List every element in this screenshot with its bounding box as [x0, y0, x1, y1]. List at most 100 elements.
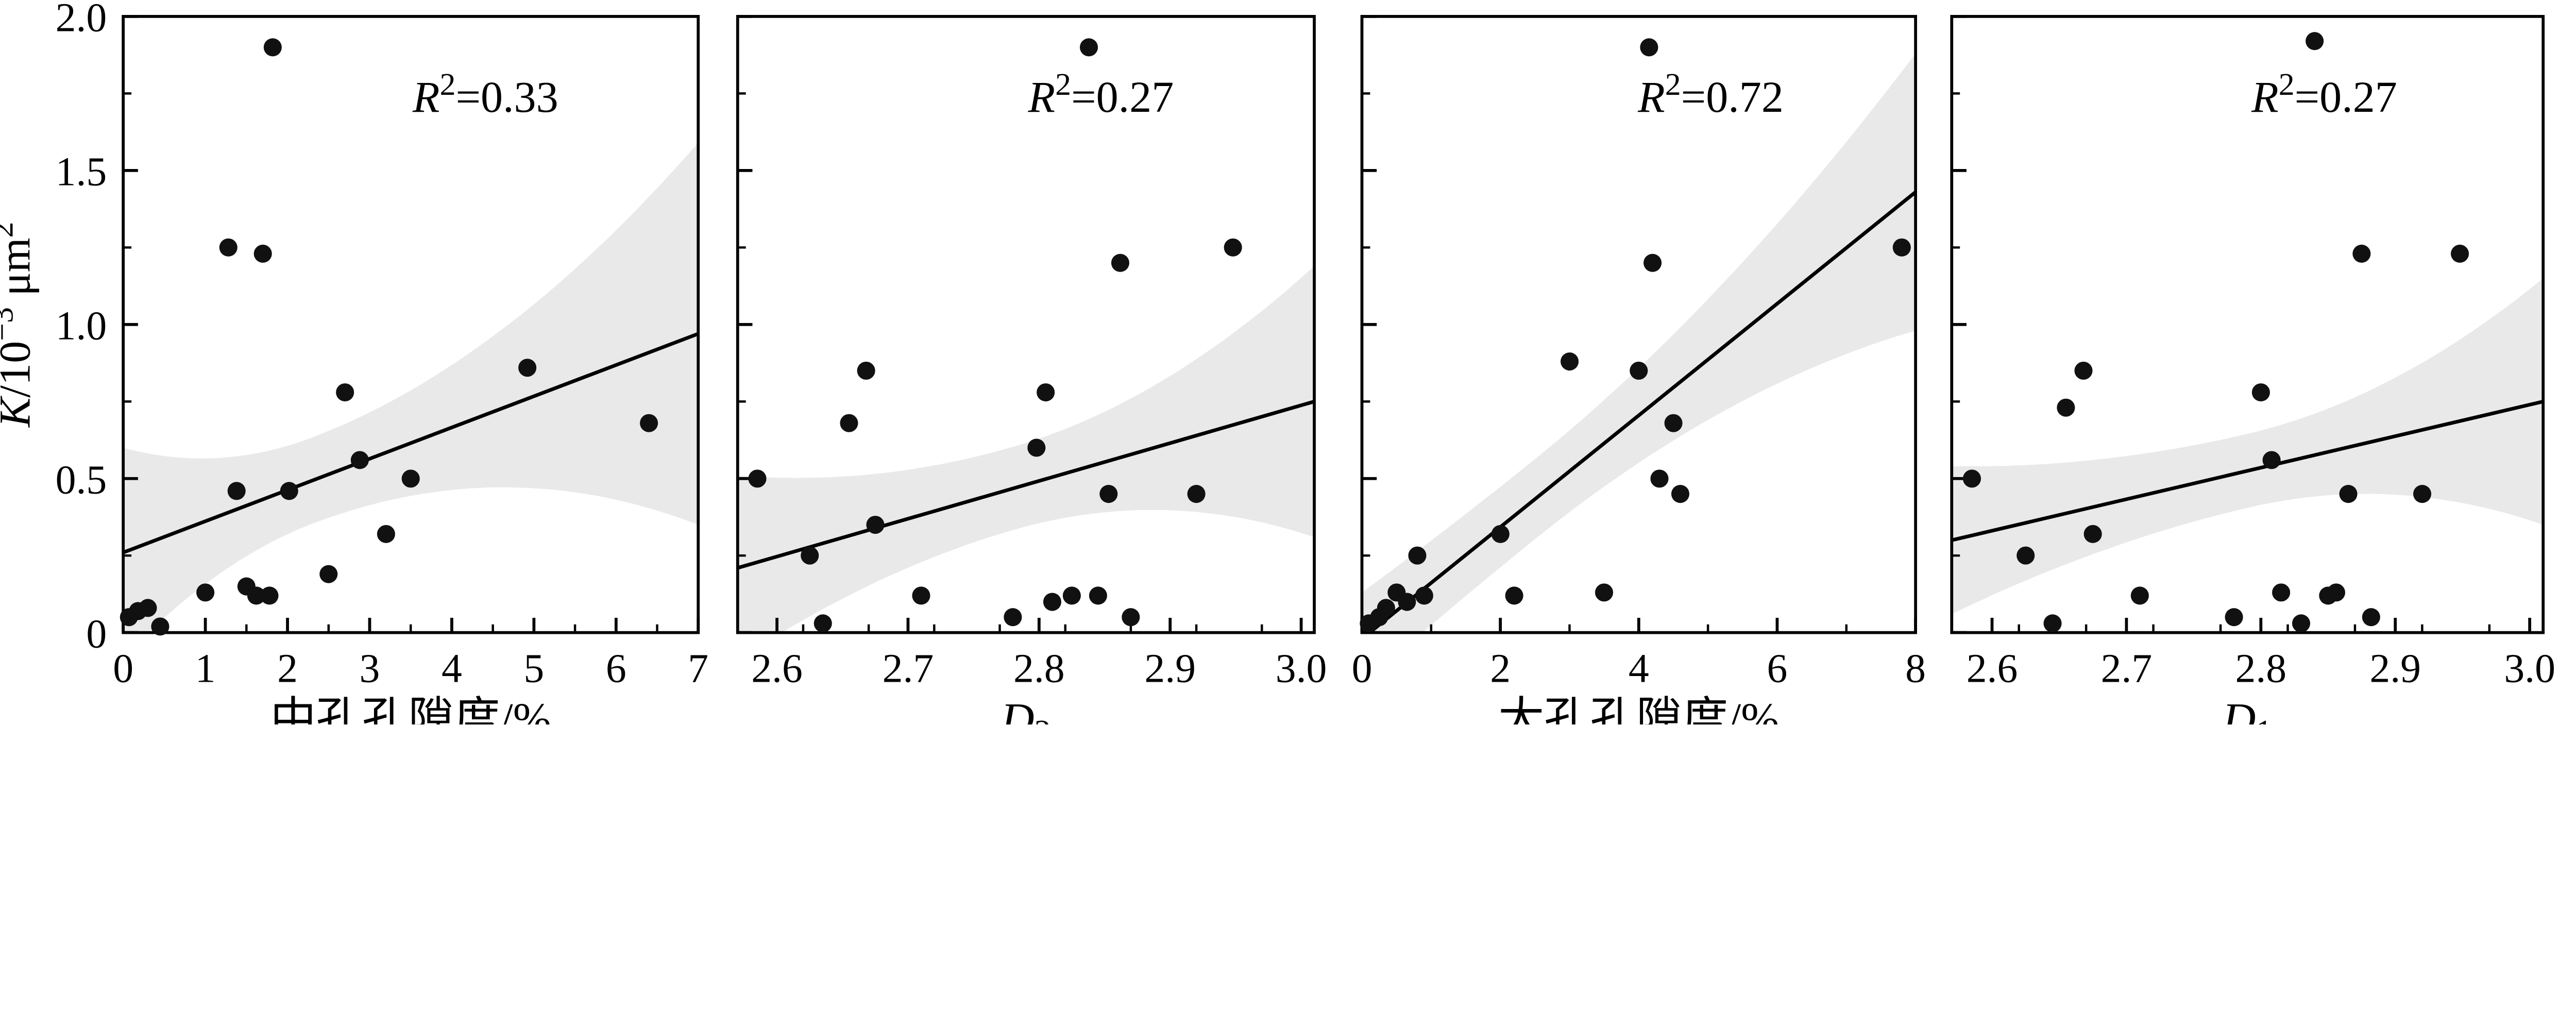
data-point [2251, 383, 2270, 402]
r-squared-label: R2=0.72 [1637, 67, 1784, 122]
data-point [319, 565, 338, 583]
data-point [253, 244, 272, 263]
data-point [2413, 485, 2432, 503]
x-tick-label: 2.9 [2369, 646, 2421, 691]
data-point [1099, 485, 1118, 503]
confidence-band [1952, 278, 2544, 614]
data-point [2225, 608, 2243, 627]
x-tick-label: 2.6 [1967, 646, 2018, 691]
data-point [1491, 525, 1510, 543]
data-point [857, 361, 875, 380]
confidence-band [123, 143, 699, 633]
data-point [196, 583, 215, 602]
data-point [1595, 583, 1614, 602]
panel-2-D2-vs-K: 2.6 2.7 2.8 2.9 3.0 D2 R2=0.27 [736, 15, 1327, 724]
scatter-points [1360, 38, 1911, 633]
confidence-band [737, 266, 1315, 633]
x-tick-label: 2.9 [1144, 646, 1196, 691]
regression-line [123, 332, 699, 554]
r-squared-label: R2=0.33 [412, 67, 558, 122]
regression-line [1366, 190, 1916, 633]
y-tick-label: 1.5 [56, 149, 107, 195]
data-point [1664, 414, 1683, 432]
x-tick-label: 4 [442, 646, 462, 691]
panel-4-D1-vs-K: 2.6 2.7 2.8 2.9 3.0 D1 R2=0.27 [1950, 15, 2555, 724]
y-tick-label: 2.0 [56, 0, 107, 41]
data-point [2043, 614, 2062, 633]
data-point [1892, 238, 1911, 257]
data-point [350, 451, 369, 469]
data-point [2292, 614, 2311, 633]
r-squared-label: R2=0.27 [2251, 67, 2397, 122]
data-point [1398, 593, 1416, 611]
data-point [1650, 469, 1669, 488]
data-point [227, 482, 246, 500]
y-tick-label: 0.5 [56, 457, 107, 502]
figure-page: 0 1 2 3 4 5 6 7 0 0.5 1.0 1.5 2.0 中孔孔隙度/% R2=0.33 2.6 2.… [0, 0, 2555, 725]
x-axis-title: 大孔孔隙度/% [1498, 694, 1780, 724]
x-tick-label: 6 [1767, 646, 1788, 691]
r-squared-label: R2=0.27 [1028, 67, 1174, 122]
data-point [1062, 586, 1081, 605]
data-point [1561, 352, 1579, 371]
data-point [401, 469, 420, 488]
data-point [1962, 469, 1981, 488]
x-tick-label: 3 [360, 646, 380, 691]
data-point [2262, 451, 2281, 469]
data-point [2272, 583, 2291, 602]
data-point [2352, 244, 2371, 263]
data-point [263, 38, 282, 57]
data-point [1377, 599, 1395, 617]
x-tick-label: 2.7 [883, 646, 934, 691]
x-tick-label: 6 [606, 646, 626, 691]
x-tick-label: 2.8 [1013, 646, 1065, 691]
data-point [2130, 586, 2149, 605]
data-point [1004, 608, 1022, 627]
data-point [1187, 485, 1206, 503]
data-point [2339, 485, 2358, 503]
data-point [336, 383, 354, 402]
x-tick-label: 2 [1490, 646, 1511, 691]
data-point [2362, 608, 2380, 627]
x-tick-label: 5 [523, 646, 544, 691]
y-tick-label: 1.0 [56, 303, 107, 348]
data-point [2451, 244, 2469, 263]
data-point [2057, 398, 2075, 417]
data-point [1037, 383, 1055, 402]
data-point [2074, 361, 2093, 380]
x-tick-label: 0 [1352, 646, 1372, 691]
data-point [518, 359, 537, 377]
x-tick-label: 2 [277, 646, 298, 691]
x-tick-label: 2.7 [2101, 646, 2153, 691]
data-point [1079, 38, 1098, 57]
data-point [1027, 438, 1046, 457]
panel-3-macropore-porosity-vs-K: 0 2 4 6 8 大孔孔隙度/% R2=0.72 [1352, 15, 1926, 724]
x-axis-title: 中孔孔隙度/% [270, 694, 551, 724]
data-point [2306, 32, 2324, 50]
x-tick-label: 2.6 [751, 646, 803, 691]
x-tick-label: 4 [1629, 646, 1649, 691]
x-tick-label: 2.8 [2235, 646, 2287, 691]
data-point [1640, 38, 1658, 57]
data-point [1089, 586, 1107, 605]
panel-1-mesopore-porosity-vs-K: 0 1 2 3 4 5 6 7 0 0.5 1.0 1.5 2.0 中孔孔隙度/% R2=0.33 [56, 0, 709, 724]
data-point [912, 586, 930, 605]
confidence-band [1362, 53, 1916, 633]
data-point [2327, 583, 2345, 602]
y-axis-title: K/10−3 μm2 [0, 222, 39, 428]
data-point [1122, 608, 1140, 627]
data-point [1111, 254, 1129, 272]
data-point [2083, 525, 2102, 543]
data-point [866, 515, 885, 534]
regression-line [1952, 399, 2544, 542]
data-point [247, 586, 265, 605]
data-point [1408, 546, 1427, 565]
y-tick-label: 0 [86, 611, 107, 656]
x-tick-label: 3.0 [1276, 646, 1327, 691]
data-point [1671, 485, 1690, 503]
regression-line [737, 399, 1315, 570]
data-point [640, 414, 658, 432]
data-point [1643, 254, 1662, 272]
scatter-points [1962, 32, 2469, 633]
